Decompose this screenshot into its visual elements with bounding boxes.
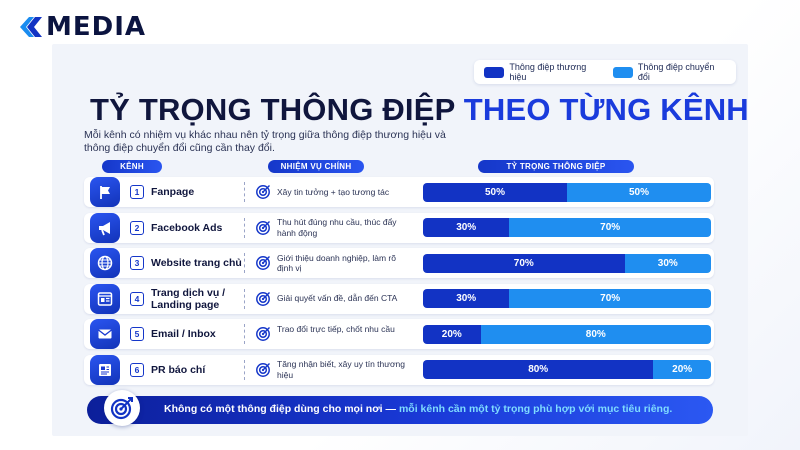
task-target-icon: [255, 184, 271, 200]
ratio-bar: 80% 20%: [423, 360, 711, 379]
row-number: 5: [130, 327, 144, 341]
megaphone-icon: [90, 212, 120, 243]
bar-segment-brand: 50%: [423, 182, 567, 202]
row-number: 3: [130, 256, 144, 270]
page-title: TỶ TRỌNG THÔNG ĐIỆP THEO TỪNG KÊNH: [90, 92, 749, 128]
row-divider: [244, 253, 245, 273]
landing-page-icon: [90, 283, 120, 314]
logo-text: MEDIA: [46, 12, 147, 42]
channel-name: Trang dịch vụ / Landing page: [151, 286, 226, 311]
target-icon: [104, 390, 140, 426]
bar-segment-conversion: 50%: [567, 182, 711, 202]
row-number: 4: [130, 291, 144, 306]
channel-name: Fanpage: [151, 186, 195, 198]
task-target-icon: [255, 255, 271, 271]
page-subtitle: Mỗi kênh có nhiệm vụ khác nhau nên tỷ tr…: [84, 129, 446, 154]
ratio-bar: 20% 80%: [423, 324, 711, 344]
title-part-1: TỶ TRỌNG THÔNG ĐIỆP: [90, 92, 455, 127]
globe-icon: [90, 248, 120, 278]
task-target-icon: [255, 362, 271, 378]
header-task: NHIỆM VỤ CHÍNH: [268, 160, 364, 173]
footer-message: Không có một thông điệp dùng cho mọi nơi…: [164, 403, 672, 415]
footer-text-part-1: Không có một thông điệp dùng cho mọi nơi…: [164, 403, 399, 415]
row-divider: [244, 288, 245, 309]
legend-swatch-conversion: [612, 66, 633, 78]
ratio-bar: 30% 70%: [423, 218, 711, 237]
channel-name: PR báo chí: [151, 363, 206, 376]
footer-banner: [87, 396, 713, 424]
footer-text-part-2: mỗi kênh cần một tỷ trọng phù hợp với mụ…: [398, 403, 673, 415]
legend-label-conversion: Thông điệp chuyển đổi: [637, 62, 715, 82]
bar-segment-brand: 20%: [423, 324, 481, 344]
row-divider: [244, 359, 245, 380]
task-description: Xây tin tưởng + tạo tương tác: [277, 186, 390, 197]
flag-icon: [90, 177, 120, 207]
bar-segment-conversion: 80%: [480, 324, 711, 344]
legend-label-brand: Thông điệp thương hiệu: [509, 62, 587, 82]
bar-segment-conversion: 30%: [624, 253, 711, 273]
task-target-icon: [255, 326, 271, 342]
channel-name: Email / Inbox: [151, 328, 216, 340]
brand-logo: MEDIA: [18, 14, 146, 40]
bar-segment-conversion: 70%: [509, 289, 711, 308]
bar-segment-brand: 80%: [423, 360, 654, 379]
task-target-icon: [255, 220, 271, 236]
task-description: Tăng nhận biết, xây uy tín thương hiệu: [277, 359, 405, 380]
newspaper-icon: [90, 354, 120, 385]
logo-mark-icon: [20, 17, 42, 37]
title-part-2: THEO TỪNG KÊNH: [463, 92, 749, 127]
row-number: 6: [130, 362, 144, 377]
bar-segment-brand: 30%: [423, 218, 510, 237]
chart-legend: Thông điệp thương hiệu Thông điệp chuyển…: [474, 60, 736, 84]
row-divider: [244, 182, 245, 202]
email-icon: [90, 319, 120, 349]
row-divider: [244, 324, 245, 344]
ratio-bar: 70% 30%: [423, 253, 711, 273]
row-divider: [244, 217, 245, 238]
task-description: Trao đổi trực tiếp, chốt nhu cầu: [277, 323, 395, 334]
task-description: Giới thiệu doanh nghiệp, làm rõ định vị: [277, 252, 396, 274]
bar-segment-conversion: 70%: [509, 218, 711, 237]
bar-segment-brand: 70%: [423, 253, 625, 273]
task-target-icon: [255, 291, 271, 307]
legend-swatch-brand: [484, 66, 505, 78]
legend-item-brand: Thông điệp thương hiệu: [484, 62, 599, 82]
task-description: Thu hút đúng nhu cầu, thúc đẩy hành động: [277, 217, 397, 238]
channel-name: Website trang chủ: [151, 257, 242, 269]
header-ratio: TỶ TRỌNG THÔNG ĐIỆP: [478, 160, 634, 173]
header-channel: KÊNH: [102, 160, 162, 173]
row-number: 1: [130, 185, 144, 199]
bar-segment-conversion: 20%: [653, 360, 711, 379]
task-description: Giải quyết vấn đề, dẫn đến CTA: [277, 293, 398, 304]
legend-item-conversion: Thông điệp chuyển đổi: [612, 62, 722, 82]
channel-name: Facebook Ads: [151, 221, 223, 234]
ratio-bar: 30% 70%: [423, 289, 711, 308]
ratio-bar: 50% 50%: [423, 182, 711, 202]
bar-segment-brand: 30%: [423, 289, 510, 308]
row-number: 2: [130, 220, 144, 235]
